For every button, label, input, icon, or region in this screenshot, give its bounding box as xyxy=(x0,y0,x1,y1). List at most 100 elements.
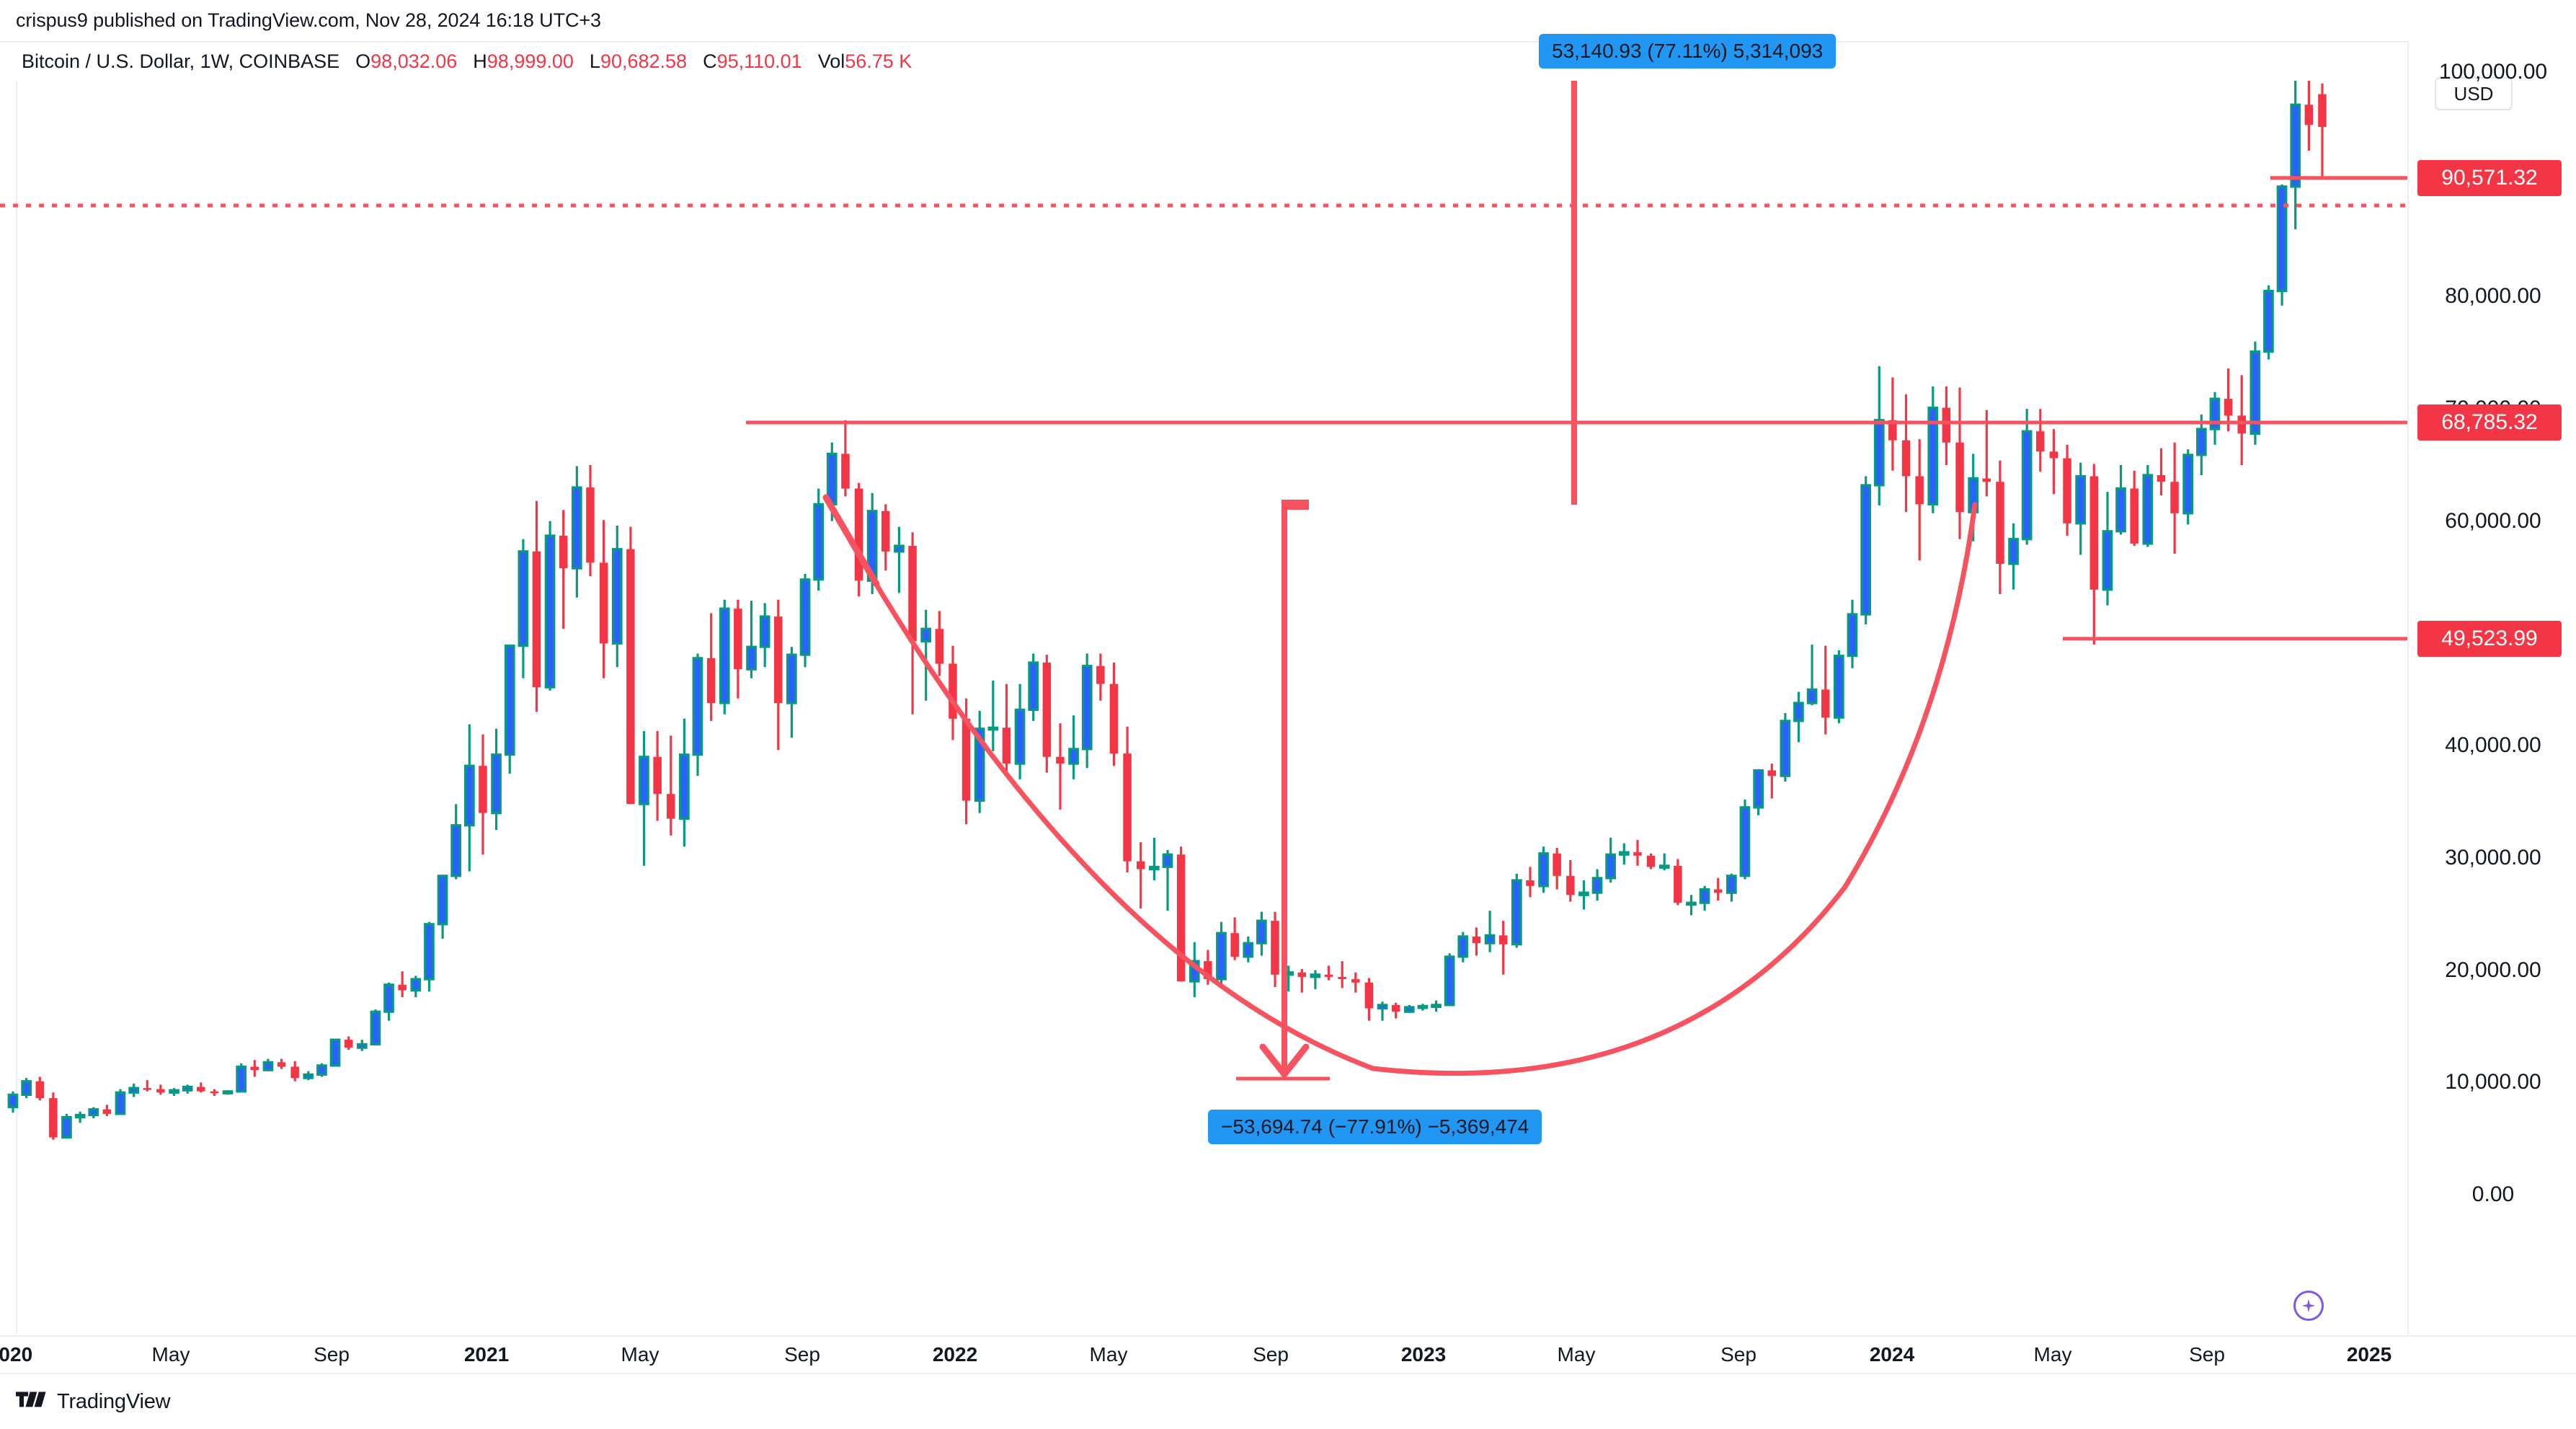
candle-body xyxy=(1364,982,1374,1009)
measure-down-badge[interactable]: −53,694.74 (−77.91%) −5,369,474 xyxy=(1208,1110,1542,1144)
candle-body xyxy=(1297,972,1306,977)
candle-body xyxy=(611,548,623,645)
candle-body xyxy=(344,1040,353,1048)
candle-body xyxy=(2008,538,2019,565)
time-tick: May xyxy=(621,1343,659,1366)
time-tick: 2025 xyxy=(2346,1343,2392,1366)
candle-body xyxy=(734,609,742,670)
candle-body xyxy=(2290,103,2301,188)
candle-body xyxy=(1338,976,1346,979)
pane-left-border xyxy=(16,81,17,1334)
candle-body xyxy=(222,1090,234,1094)
candle-body xyxy=(1714,889,1723,893)
ohlc-high: H 98,999.00 xyxy=(473,50,574,73)
candle-body xyxy=(277,1062,286,1067)
candle-body xyxy=(894,544,905,553)
candle-body xyxy=(518,550,529,647)
symbol-label[interactable]: Bitcoin / U.S. Dollar, 1W, COINBASE xyxy=(22,50,340,72)
candle-body xyxy=(2209,397,2221,430)
candle-body xyxy=(1538,852,1549,888)
ai-assistant-button[interactable] xyxy=(2293,1291,2324,1321)
ohlc-low-key: L xyxy=(589,50,600,72)
candle-body xyxy=(2130,488,2138,544)
candle-body xyxy=(639,756,649,805)
time-tick: May xyxy=(151,1343,190,1366)
tradingview-logo-icon xyxy=(16,1392,46,1407)
currency-chip[interactable]: USD xyxy=(2435,77,2513,110)
candle-body xyxy=(504,644,515,756)
price-badge[interactable]: 68,785.32 xyxy=(2417,404,2562,441)
candle-body xyxy=(544,534,556,689)
candle-body xyxy=(2115,487,2126,533)
chart-legend: Bitcoin / U.S. Dollar, 1W, COINBASE O 98… xyxy=(22,50,928,73)
candle-body xyxy=(1686,901,1697,906)
candle-body xyxy=(678,753,690,820)
candle-body xyxy=(491,753,502,815)
candle-body xyxy=(653,756,662,795)
measure-up-badge[interactable]: 53,140.93 (77.11%) 5,314,093 xyxy=(1539,34,1836,68)
candle-body xyxy=(1942,407,1951,443)
candle-body xyxy=(1834,654,1844,719)
candle-body xyxy=(2063,458,2071,523)
candle-body xyxy=(571,486,582,570)
candle-body xyxy=(1646,855,1656,867)
candle-body xyxy=(2089,476,2099,590)
publisher-bar: crispus9 published on TradingView.com, N… xyxy=(0,0,2576,41)
parabolic-curve[interactable] xyxy=(823,495,1978,1076)
candle-body xyxy=(1793,702,1804,722)
chart-legend-bar: Bitcoin / U.S. Dollar, 1W, COINBASE O 98… xyxy=(0,41,2576,81)
candle-body xyxy=(949,663,957,719)
candle-body xyxy=(692,657,703,756)
time-tick: 2021 xyxy=(463,1343,510,1366)
price-badge[interactable]: 90,571.32 xyxy=(2417,159,2562,196)
candle-body xyxy=(2249,350,2261,435)
candle-body xyxy=(1847,613,1858,658)
candle-body xyxy=(559,536,568,569)
drawing-overlays[interactable] xyxy=(0,81,2407,1081)
time-tick: 2022 xyxy=(932,1343,978,1366)
candle-body xyxy=(1271,921,1279,975)
candle-body xyxy=(290,1066,299,1079)
candle-body xyxy=(908,546,917,642)
chart-plot-area[interactable] xyxy=(0,81,2407,1335)
candlestick-plot[interactable] xyxy=(0,81,2407,1335)
price-tick: 100,000.00 xyxy=(2438,60,2548,84)
candle-body xyxy=(1484,934,1496,944)
ohlc-open-key: O xyxy=(355,50,371,72)
candle-body xyxy=(197,1087,205,1092)
candle-body xyxy=(1526,880,1535,886)
candle-body xyxy=(1417,1004,1429,1009)
ohlc-volume-value: 56.75 K xyxy=(845,50,912,72)
candle-body xyxy=(424,923,435,981)
time-axis[interactable]: 2020 May Sep 2021 May Sep 2022 May Sep 2023 May Sep… xyxy=(0,1335,2576,1373)
candle-body xyxy=(1324,974,1333,977)
candle-body xyxy=(1256,919,1267,944)
candle-body xyxy=(1578,891,1589,896)
candle-body xyxy=(706,658,716,704)
candle-body xyxy=(61,1115,72,1139)
ohlc-open-value: 98,032.06 xyxy=(370,50,458,72)
time-tick: May xyxy=(1089,1343,1128,1366)
candle-body xyxy=(262,1061,274,1071)
candle-body xyxy=(1002,727,1011,764)
candle-body xyxy=(1498,935,1508,944)
candle-body xyxy=(2170,482,2179,513)
candle-body xyxy=(1927,406,1939,505)
candle-body xyxy=(1176,854,1186,982)
candle-body xyxy=(128,1087,139,1094)
candle-body xyxy=(1821,689,1830,718)
candle-body xyxy=(2263,290,2274,353)
price-badge[interactable]: 49,523.99 xyxy=(2417,620,2562,657)
candle-body xyxy=(398,984,407,991)
candle-body xyxy=(759,615,770,648)
candle-body xyxy=(1123,753,1132,862)
ohlc-volume-key: Vol xyxy=(817,50,845,72)
candle-body xyxy=(1982,478,1991,482)
price-tick: 60,000.00 xyxy=(2445,508,2541,533)
price-axis[interactable]: USD 100,000.0080,000.0070,000.0060,000.0… xyxy=(2407,41,2576,1335)
candle-body xyxy=(626,549,635,805)
candle-body xyxy=(1230,933,1239,957)
candle-body xyxy=(1674,865,1682,903)
candle-body xyxy=(1699,888,1710,904)
candle-body xyxy=(1377,1004,1388,1010)
